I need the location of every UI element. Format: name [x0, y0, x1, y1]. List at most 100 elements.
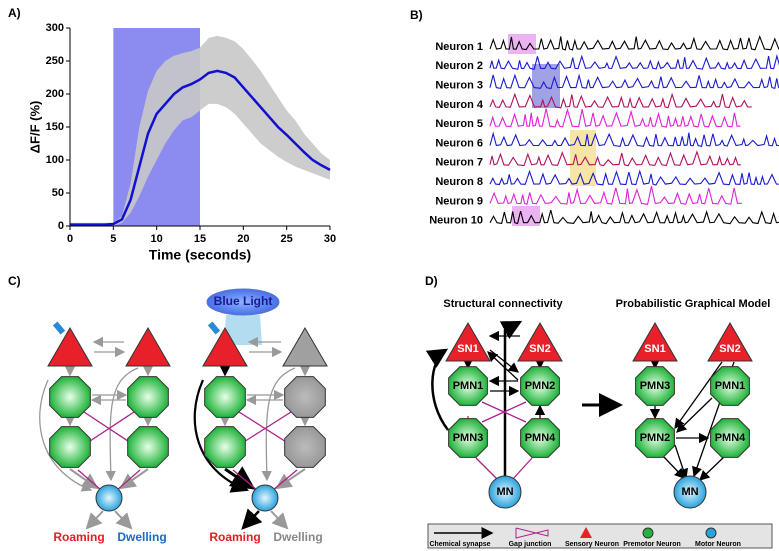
label: Structural connectivity — [443, 298, 563, 310]
synapse — [275, 468, 306, 490]
label: PMN3 — [640, 380, 671, 392]
light-source — [206, 288, 280, 316]
x-tick-label: 0 — [67, 233, 73, 245]
y-tick-label: 50 — [52, 187, 64, 199]
neuron-trace — [489, 73, 779, 90]
label: Dwelling — [117, 530, 166, 544]
synapse — [676, 397, 713, 433]
label: SN1 — [457, 343, 478, 355]
premotor-neuron — [204, 426, 246, 468]
x-tick-label: 30 — [324, 233, 336, 245]
premotor-neuron — [204, 376, 246, 418]
synapse — [39, 379, 93, 492]
label: PMN2 — [525, 380, 556, 392]
y-tick-label: 200 — [46, 88, 64, 100]
y-tick-label: 250 — [46, 55, 64, 67]
premotor-neuron — [710, 418, 750, 458]
label: Probabilistic Graphical Model — [616, 298, 771, 310]
synapse — [270, 510, 289, 530]
highlight — [512, 206, 540, 226]
neuron-trace — [489, 108, 741, 128]
premotor-neuron — [635, 366, 675, 406]
neuron-trace — [489, 210, 779, 225]
synapse — [119, 468, 149, 490]
synapse — [499, 320, 523, 478]
sensory-neuron — [517, 322, 563, 362]
label: MN — [496, 486, 513, 498]
motor-neuron — [705, 527, 717, 539]
synapse — [69, 468, 99, 490]
sensory-neuron — [282, 327, 328, 367]
synapse — [699, 455, 726, 481]
label: PMN1 — [453, 380, 484, 392]
x-tick-label: 20 — [237, 233, 249, 245]
premotor-neuron — [49, 376, 91, 418]
neuron-label: Neuron 2 — [435, 60, 483, 72]
x-tick-label: 10 — [151, 233, 163, 245]
light-sensor — [207, 321, 221, 335]
premotor-neuron — [520, 418, 560, 458]
synapse — [425, 348, 449, 431]
premotor-neuron — [448, 418, 488, 458]
synapse — [674, 444, 689, 480]
x-axis-label: Time (seconds) — [149, 247, 251, 263]
premotor-neuron — [284, 376, 326, 418]
neuron-trace — [489, 186, 742, 206]
synapse — [674, 361, 723, 430]
x-tick-label: 15 — [194, 233, 206, 245]
neuron-label: Neuron 8 — [435, 176, 483, 188]
gap-junction — [77, 411, 141, 491]
label: SN1 — [644, 343, 665, 355]
synapse — [261, 367, 296, 482]
motor-neuron — [95, 484, 123, 512]
sensory-neuron — [47, 327, 93, 367]
label: Chemical synapse — [429, 541, 490, 548]
label: Blue Light — [214, 294, 273, 308]
premotor-neuron — [127, 426, 169, 468]
y-tick-label: 0 — [58, 220, 64, 232]
x-tick-label: 5 — [110, 233, 116, 245]
light-sensor — [52, 321, 66, 335]
neuron-trace — [489, 53, 779, 70]
label: PMN3 — [453, 432, 484, 444]
panel-label: B) — [410, 8, 423, 22]
synapse — [105, 367, 139, 482]
premotor-neuron — [127, 376, 169, 418]
label: PMN4 — [525, 432, 556, 444]
neuron-label: Neuron 4 — [435, 99, 484, 111]
synapse — [241, 508, 263, 530]
neuron-trace — [489, 131, 779, 148]
premotor-neuron — [520, 366, 560, 406]
label: Motor Neuron — [695, 541, 741, 548]
label: MN — [681, 486, 698, 498]
gap-junction — [515, 527, 549, 539]
sensory-neuron — [202, 327, 248, 367]
sensory-neuron — [707, 322, 753, 362]
label: Roaming — [53, 530, 104, 544]
neuron-label: Neuron 3 — [435, 80, 483, 92]
neuron-trace — [489, 150, 741, 167]
neuron-trace — [489, 169, 779, 186]
synapse — [85, 510, 104, 530]
neuron-trace — [489, 34, 779, 51]
neuron-label: Neuron 6 — [435, 137, 483, 149]
label: Dwelling — [273, 530, 322, 544]
sensory-neuron — [445, 322, 491, 362]
motor-neuron — [488, 475, 522, 509]
synapse — [662, 455, 685, 479]
x-tick-label: 25 — [281, 233, 293, 245]
y-axis-label: ΔF/F (%) — [27, 101, 42, 154]
label: SN2 — [529, 343, 550, 355]
neuron-label: Neuron 7 — [435, 157, 483, 169]
gap-junction — [232, 411, 298, 491]
mean-line — [70, 69, 331, 226]
sensory-neuron — [580, 527, 592, 538]
synapse — [487, 351, 519, 381]
synapse — [114, 510, 133, 530]
label: SN2 — [719, 343, 740, 355]
label: PMN2 — [640, 432, 671, 444]
premotor-neuron — [284, 426, 326, 468]
label: Sensory Neuron — [565, 541, 619, 548]
panel-label: D) — [425, 274, 438, 288]
